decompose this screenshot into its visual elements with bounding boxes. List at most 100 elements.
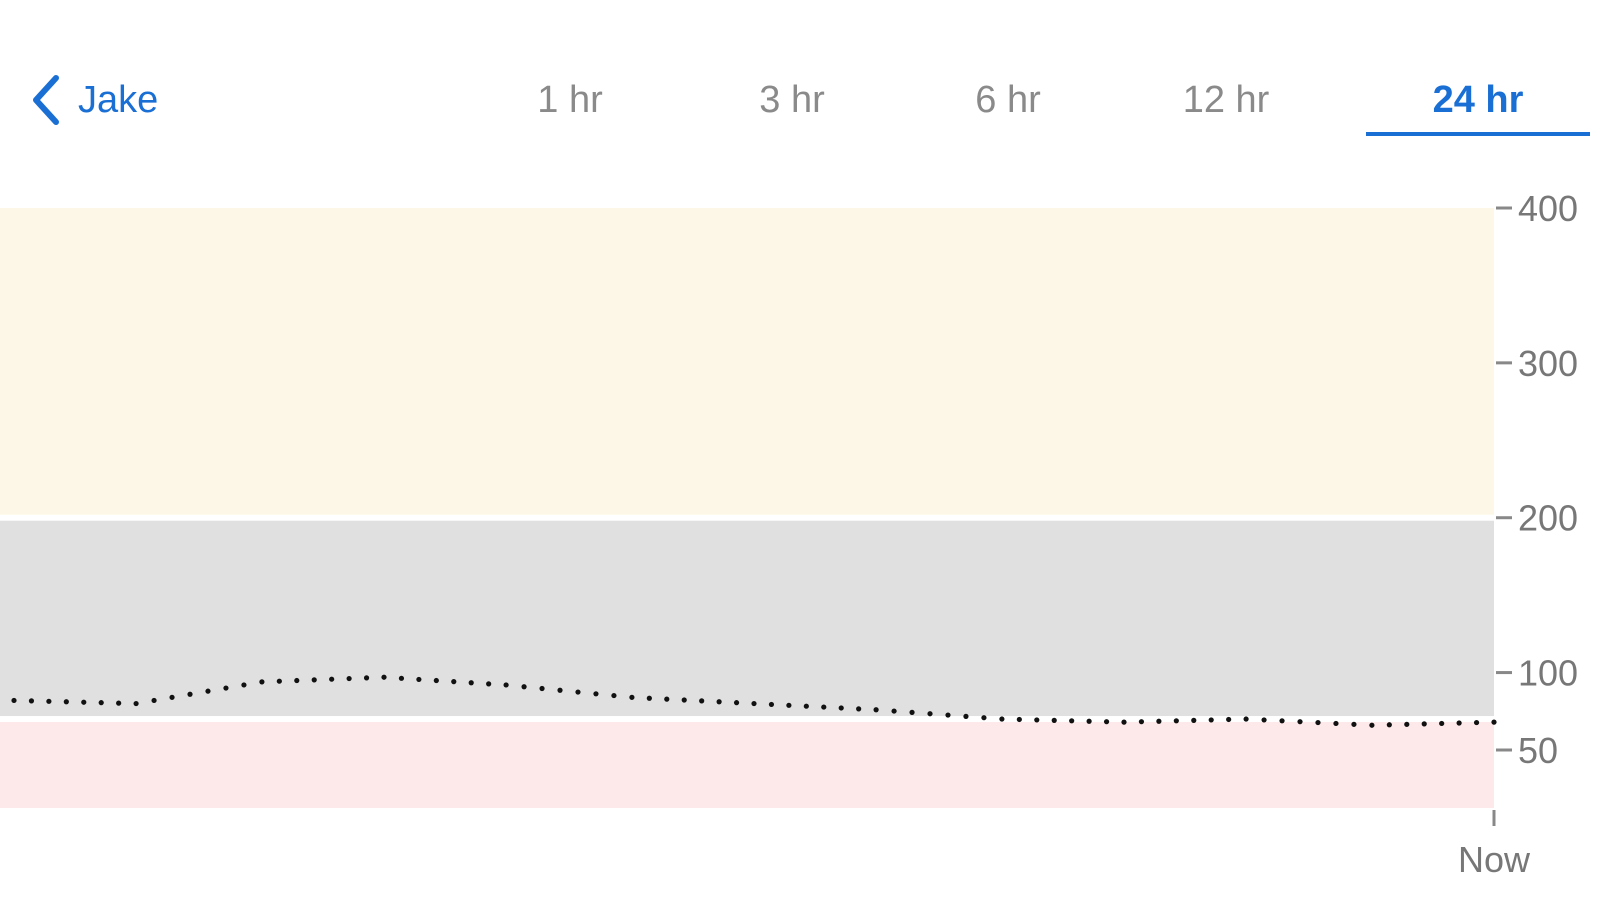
glucose-point: [1491, 719, 1497, 725]
glucose-point: [46, 698, 52, 704]
glucose-point: [1016, 716, 1022, 723]
range-band-low: [0, 719, 1494, 808]
glucose-point: [927, 711, 933, 717]
glucose-point: [1369, 722, 1375, 728]
glucose-point: [873, 707, 879, 713]
range-separator: [0, 716, 1494, 723]
glucose-point: [1138, 719, 1145, 725]
glucose-point: [1439, 720, 1445, 727]
glucose-point: [468, 680, 474, 686]
glucose-point: [646, 695, 652, 701]
tab-1-hr[interactable]: 1 hr: [537, 78, 603, 121]
glucose-point: [1173, 718, 1179, 724]
glucose-point: [891, 708, 897, 714]
glucose-point: [1069, 718, 1075, 724]
back-label: Jake: [78, 78, 159, 121]
glucose-point: [1279, 718, 1285, 724]
glucose-point: [945, 712, 951, 718]
glucose-point: [1191, 717, 1197, 723]
glucose-point: [1086, 718, 1092, 724]
x-tick-label: Now: [1458, 839, 1531, 880]
glucose-point: [98, 700, 104, 706]
glucose-point: [699, 698, 705, 704]
data-points: [11, 674, 1497, 728]
x-axis-tick-marks: [1492, 810, 1496, 826]
glucose-point: [433, 677, 439, 684]
glucose-point: [963, 713, 969, 719]
glucose-point: [1404, 721, 1410, 727]
glucose-point: [768, 701, 775, 708]
glucose-point: [11, 697, 17, 704]
glucose-point: [151, 697, 157, 704]
y-axis-labels: 400 300 200 100 50: [1518, 188, 1578, 771]
x-axis-labels: 12AM6AM12PMNow: [1458, 839, 1531, 880]
nav-bar: Jake 1 hr 3 hr 6 hr 12 hr 24 hr: [0, 0, 1600, 150]
range-bands: [0, 208, 1494, 808]
glucose-point: [1333, 720, 1339, 727]
glucose-point: [1208, 717, 1214, 723]
glucose-point: [133, 700, 139, 707]
glucose-point: [575, 689, 581, 695]
glucose-point: [294, 677, 300, 684]
glucose-point: [821, 704, 827, 710]
glucose-point: [187, 691, 193, 697]
tab-24-hr[interactable]: 24 hr: [1432, 78, 1524, 121]
range-band-high: [0, 208, 1494, 518]
glucose-point: [629, 694, 635, 700]
y-tick-label: 200: [1518, 498, 1578, 539]
glucose-point: [81, 699, 87, 705]
y-tick-label: 400: [1518, 188, 1578, 229]
glucose-point: [276, 678, 282, 684]
glucose-point: [1243, 716, 1249, 722]
glucose-point: [909, 709, 915, 715]
glucose-point: [169, 694, 175, 700]
glucose-point: [223, 685, 229, 691]
glucose-point: [539, 685, 545, 692]
range-band-in-range: [0, 517, 1494, 720]
tab-3-hr[interactable]: 3 hr: [759, 78, 825, 121]
glucose-point: [1103, 719, 1110, 725]
glucose-point: [259, 679, 265, 685]
glucose-point: [116, 700, 122, 706]
glucose-point: [241, 682, 247, 688]
glucose-point: [329, 676, 335, 682]
glucose-point: [803, 703, 809, 709]
y-tick-label: 300: [1518, 343, 1578, 384]
glucose-point: [503, 682, 509, 688]
glucose-point: [205, 688, 211, 694]
glucose-point: [786, 702, 792, 708]
glucose-point: [1456, 720, 1462, 726]
tab-12-hr[interactable]: 12 hr: [1182, 78, 1270, 121]
glucose-point: [381, 674, 387, 680]
glucose-point: [856, 706, 862, 712]
glucose-point: [451, 679, 457, 685]
glucose-point: [1121, 719, 1127, 725]
glucose-point: [346, 675, 352, 682]
glucose-point: [1261, 717, 1267, 723]
glucose-point: [363, 675, 370, 681]
glucose-point: [416, 676, 422, 683]
glucose-point: [733, 700, 740, 706]
glucose-point: [1156, 718, 1162, 724]
glucose-point: [611, 692, 617, 699]
glucose-point: [1315, 719, 1321, 726]
glucose-point: [593, 691, 599, 697]
glucose-point: [751, 700, 757, 707]
y-tick-label: 100: [1518, 653, 1578, 694]
glucose-point: [1473, 719, 1480, 726]
range-separator: [0, 514, 1494, 521]
glucose-point: [1297, 719, 1303, 725]
glucose-point: [486, 681, 492, 687]
glucose-point: [521, 684, 527, 690]
glucose-point: [1226, 716, 1232, 723]
glucose-point: [1421, 721, 1427, 727]
glucose-point: [557, 687, 563, 693]
chevron-left-icon: [33, 75, 59, 125]
glucose-point: [664, 696, 670, 702]
glucose-point: [981, 715, 987, 721]
back-button[interactable]: Jake: [28, 70, 158, 130]
tab-6-hr[interactable]: 6 hr: [975, 78, 1041, 121]
glucose-point: [1386, 722, 1392, 728]
glucose-point: [28, 698, 35, 704]
